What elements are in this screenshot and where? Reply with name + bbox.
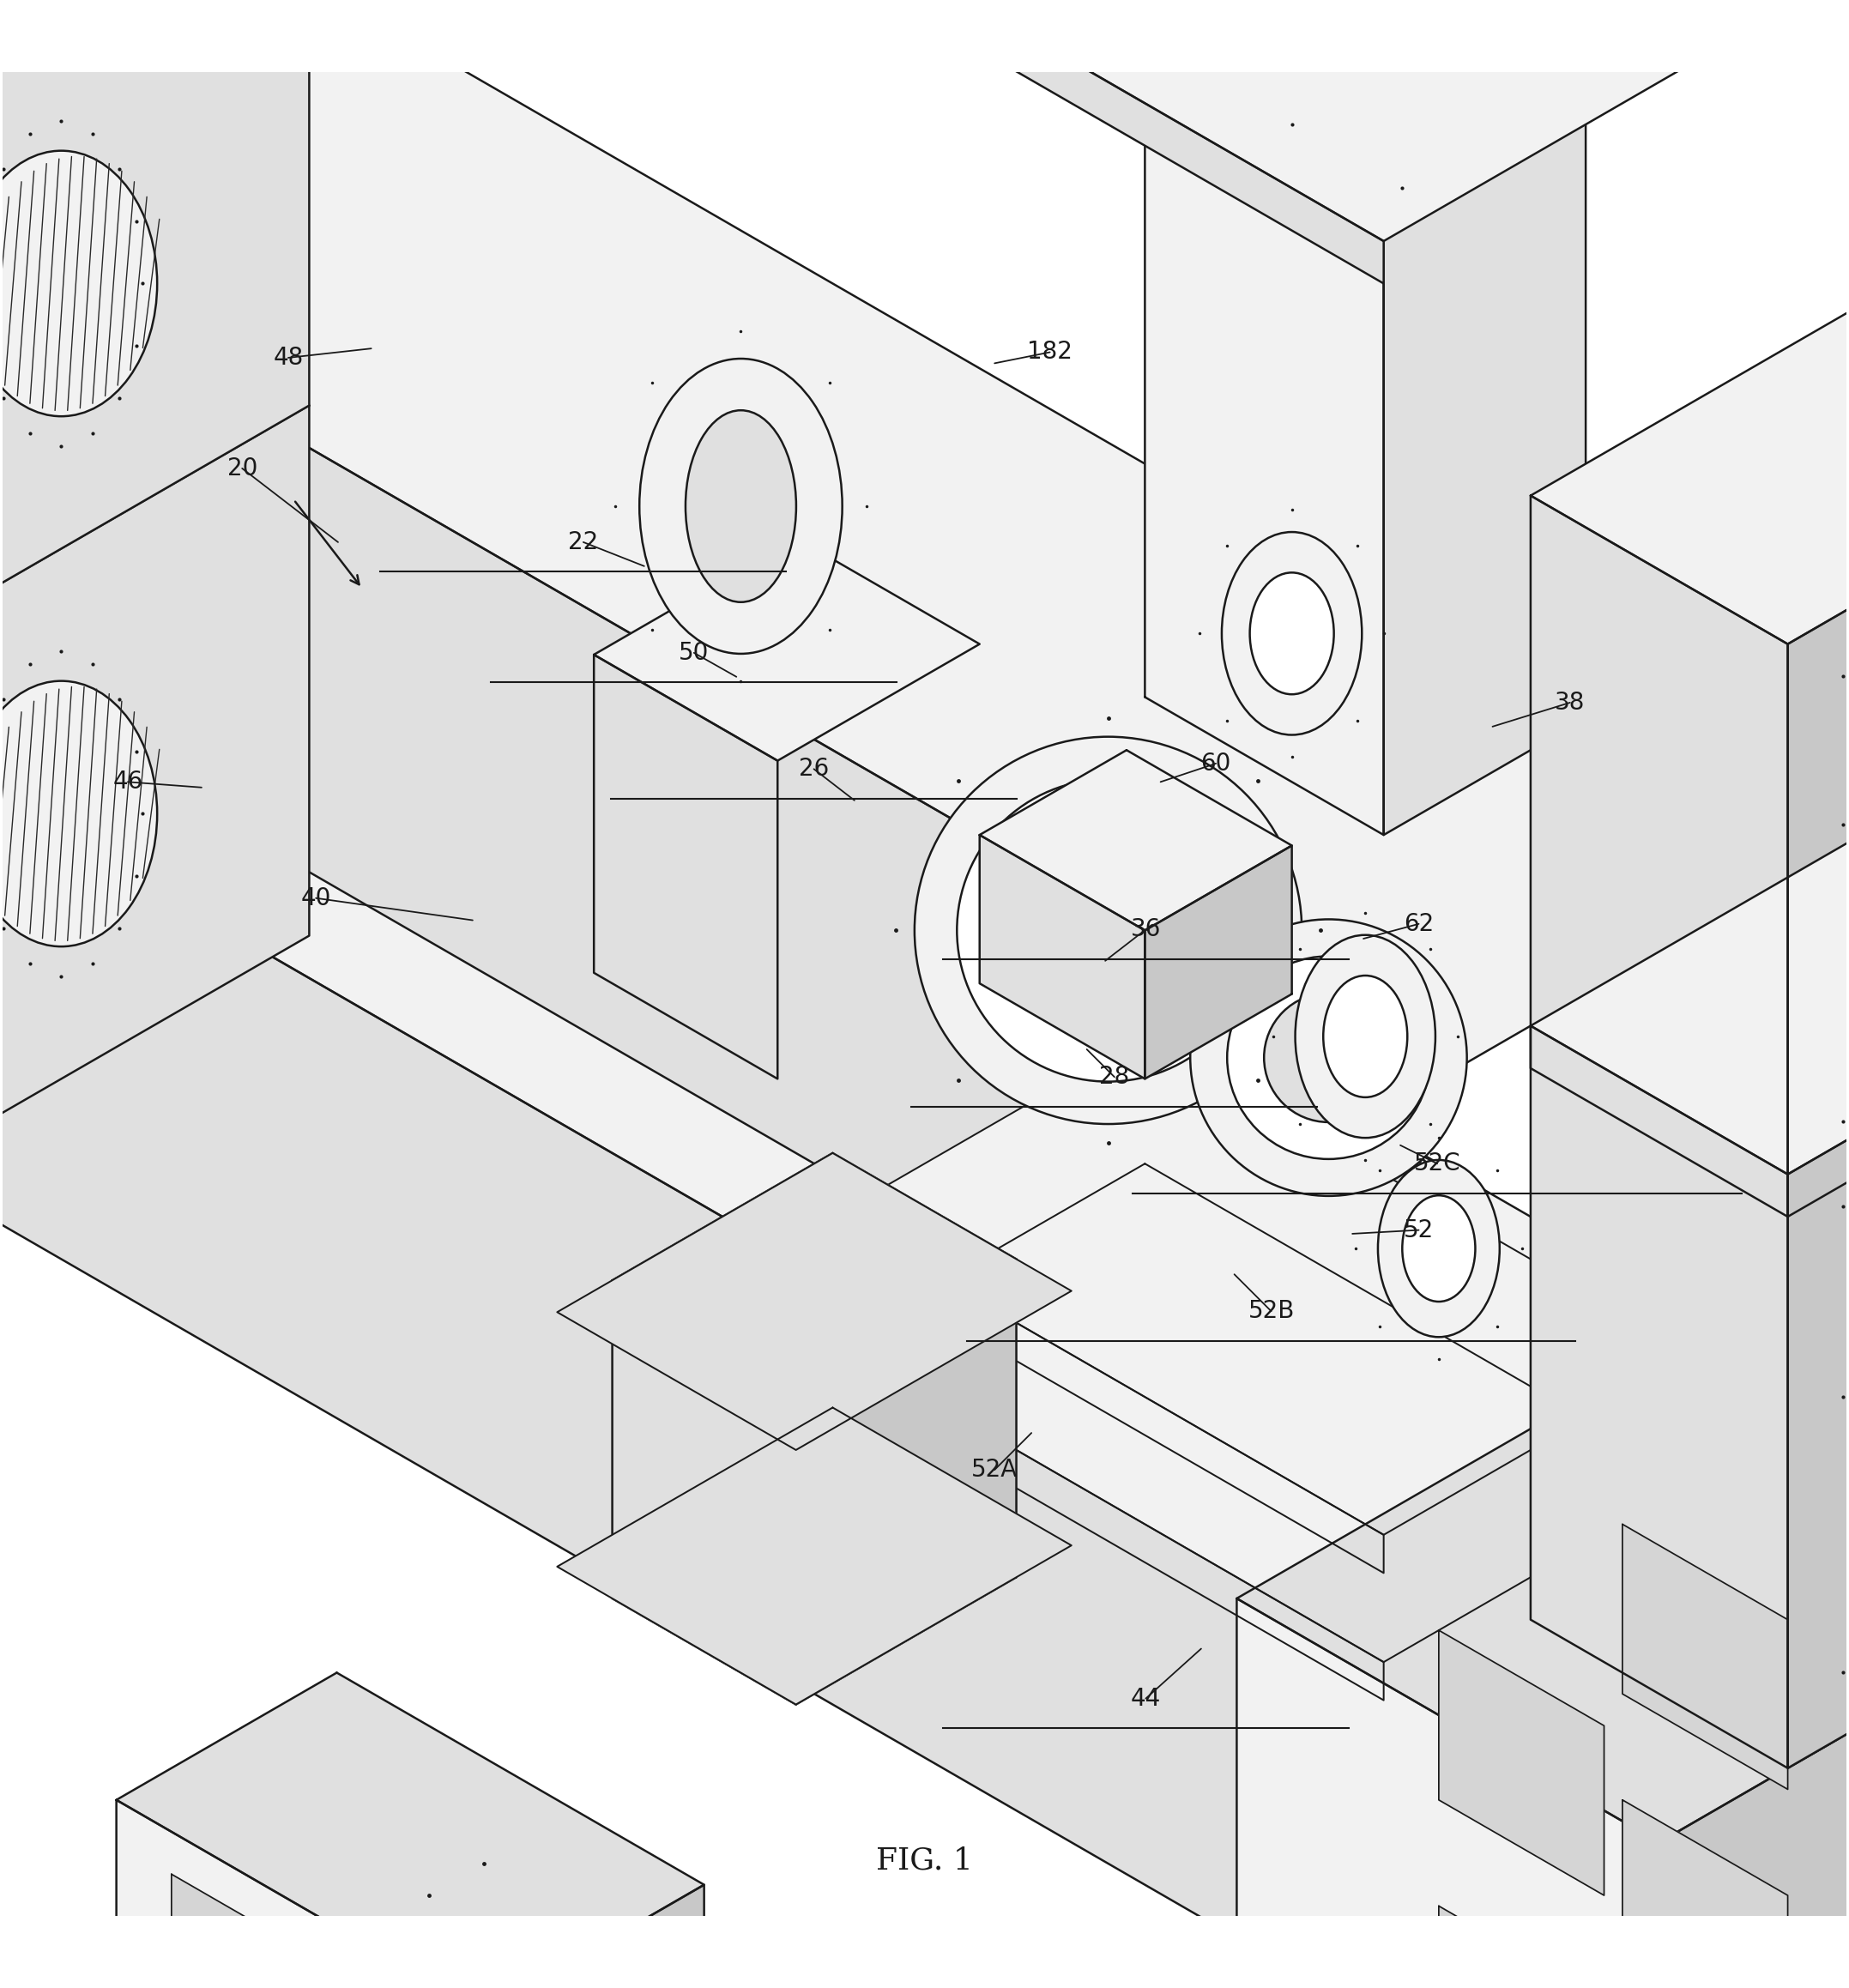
Polygon shape bbox=[832, 1163, 1696, 1662]
Text: 20: 20 bbox=[227, 457, 257, 481]
Polygon shape bbox=[172, 1875, 429, 1988]
Polygon shape bbox=[1237, 1386, 1849, 1843]
Polygon shape bbox=[0, 0, 1825, 1089]
Text: 22: 22 bbox=[568, 531, 599, 555]
Text: 62: 62 bbox=[1403, 912, 1433, 936]
Polygon shape bbox=[1439, 1630, 1605, 1895]
Ellipse shape bbox=[0, 151, 157, 415]
Polygon shape bbox=[795, 1258, 1017, 1704]
Polygon shape bbox=[1531, 1026, 1788, 1767]
Polygon shape bbox=[0, 507, 1733, 1567]
Polygon shape bbox=[1237, 1598, 1659, 1988]
Polygon shape bbox=[484, 1885, 704, 1988]
Polygon shape bbox=[980, 0, 1806, 241]
Text: 44: 44 bbox=[1132, 1686, 1161, 1710]
Text: 40: 40 bbox=[301, 887, 331, 911]
Text: 28: 28 bbox=[1100, 1066, 1130, 1089]
Polygon shape bbox=[557, 1153, 1071, 1449]
Polygon shape bbox=[832, 1344, 1383, 1700]
Polygon shape bbox=[0, 406, 309, 1223]
Polygon shape bbox=[612, 1153, 1017, 1386]
Polygon shape bbox=[980, 835, 1145, 1079]
Ellipse shape bbox=[1222, 533, 1363, 736]
Ellipse shape bbox=[1043, 867, 1172, 994]
Polygon shape bbox=[0, 507, 300, 1163]
Text: 46: 46 bbox=[113, 769, 142, 793]
Polygon shape bbox=[980, 749, 1292, 930]
Ellipse shape bbox=[1324, 976, 1407, 1097]
Polygon shape bbox=[1531, 676, 1849, 1175]
Polygon shape bbox=[0, 740, 1329, 1988]
Polygon shape bbox=[1145, 0, 1586, 199]
Ellipse shape bbox=[1228, 956, 1429, 1159]
Text: 38: 38 bbox=[1555, 690, 1585, 714]
Polygon shape bbox=[557, 1408, 1071, 1704]
Polygon shape bbox=[1659, 1630, 1849, 1988]
Ellipse shape bbox=[686, 410, 797, 602]
Ellipse shape bbox=[1378, 1159, 1500, 1338]
Ellipse shape bbox=[1191, 918, 1466, 1197]
Text: 182: 182 bbox=[1028, 340, 1072, 364]
Polygon shape bbox=[1622, 1525, 1788, 1789]
Ellipse shape bbox=[1250, 573, 1333, 694]
Polygon shape bbox=[1622, 1799, 1788, 1988]
Text: 60: 60 bbox=[1200, 751, 1231, 775]
Polygon shape bbox=[1788, 294, 1849, 1217]
Text: 52B: 52B bbox=[1248, 1300, 1294, 1324]
Polygon shape bbox=[116, 1799, 484, 1988]
Polygon shape bbox=[980, 8, 1383, 284]
Text: 52C: 52C bbox=[1414, 1151, 1461, 1175]
Polygon shape bbox=[0, 0, 309, 692]
Polygon shape bbox=[1439, 1906, 1605, 1988]
Polygon shape bbox=[116, 1672, 704, 1988]
Ellipse shape bbox=[1402, 1195, 1476, 1302]
Ellipse shape bbox=[1294, 934, 1435, 1137]
Polygon shape bbox=[594, 654, 778, 1079]
Text: 52: 52 bbox=[1403, 1219, 1433, 1242]
Polygon shape bbox=[1145, 62, 1383, 835]
Ellipse shape bbox=[640, 358, 843, 654]
Text: 36: 36 bbox=[1130, 916, 1161, 942]
Text: 50: 50 bbox=[679, 640, 710, 664]
Ellipse shape bbox=[1265, 994, 1392, 1121]
Polygon shape bbox=[832, 1036, 1696, 1535]
Polygon shape bbox=[0, 0, 300, 634]
Ellipse shape bbox=[1000, 823, 1215, 1038]
Ellipse shape bbox=[915, 738, 1302, 1123]
Polygon shape bbox=[1531, 145, 1849, 644]
Text: FIG. 1: FIG. 1 bbox=[876, 1847, 973, 1875]
Polygon shape bbox=[1145, 845, 1292, 1079]
Ellipse shape bbox=[0, 682, 157, 946]
Text: 52A: 52A bbox=[971, 1457, 1017, 1481]
Text: 48: 48 bbox=[274, 346, 303, 370]
Polygon shape bbox=[1383, 82, 1586, 835]
Polygon shape bbox=[594, 539, 980, 761]
Polygon shape bbox=[612, 1280, 795, 1704]
Polygon shape bbox=[1531, 495, 1788, 1217]
Polygon shape bbox=[832, 1217, 1383, 1573]
Text: 26: 26 bbox=[799, 757, 828, 781]
Polygon shape bbox=[0, 209, 1420, 1513]
Ellipse shape bbox=[958, 779, 1259, 1081]
Polygon shape bbox=[1788, 825, 1849, 1767]
